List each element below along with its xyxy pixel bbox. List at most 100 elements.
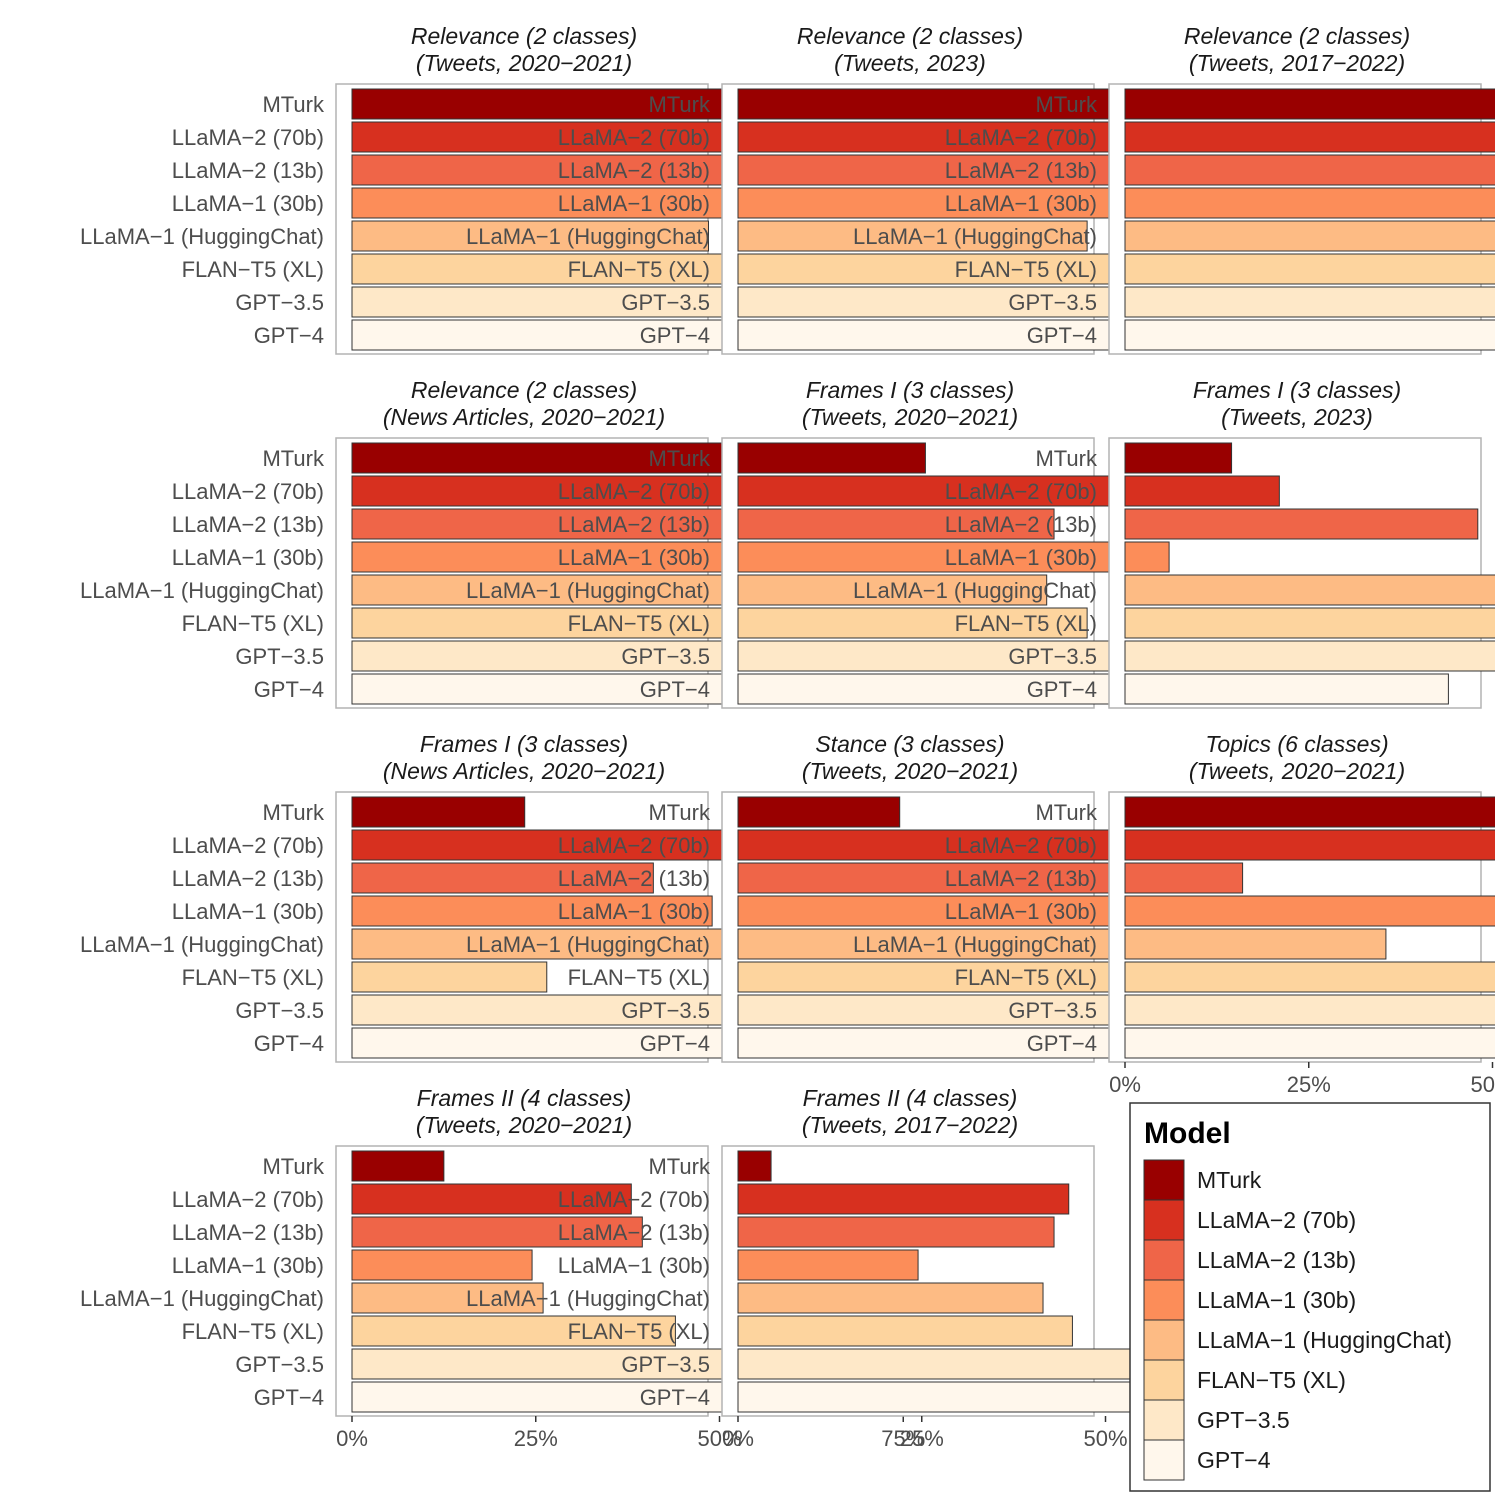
y-tick-label: GPT−3.5 [621, 290, 710, 315]
y-tick-label: LLaMA−1 (30b) [172, 545, 324, 570]
bar-6 [1124, 961, 1495, 993]
y-tick-label: LLaMA−2 (13b) [558, 866, 710, 891]
bar-8 [1124, 673, 1449, 705]
y-tick-label: MTurk [262, 92, 325, 117]
panel-title-line-2: (Tweets, 2017−2022) [1189, 50, 1405, 76]
panel-title-line-2: (News Articles, 2020−2021) [383, 404, 665, 430]
y-tick-label: LLaMA−2 (13b) [172, 866, 324, 891]
panel-title-line-1: Frames II (4 classes) [417, 1085, 632, 1111]
legend-key-5 [1143, 1319, 1185, 1361]
y-tick-label: GPT−3.5 [235, 998, 324, 1023]
y-tick-label: GPT−3.5 [1008, 290, 1097, 315]
bar-3 [351, 154, 779, 186]
panel-title-line-1: Frames I (3 classes) [1193, 377, 1401, 403]
y-tick-label: GPT−3.5 [621, 998, 710, 1023]
panel-title-line-1: Stance (3 classes) [815, 731, 1004, 757]
y-tick-label: LLaMA−2 (13b) [558, 512, 710, 537]
y-tick-label: LLaMA−2 (70b) [172, 479, 324, 504]
bar-6 [737, 607, 1088, 639]
bar-1 [1124, 442, 1233, 474]
x-tick-label: 25% [514, 1426, 558, 1451]
panel-title-line-1: Relevance (2 classes) [797, 23, 1023, 49]
bar-3 [737, 508, 1055, 540]
y-tick-label: LLaMA−1 (30b) [558, 899, 710, 924]
bar-6 [351, 961, 548, 993]
panel-title-line-2: (Tweets, 2020−2021) [416, 1112, 632, 1138]
bar-5 [1124, 574, 1495, 606]
x-tick-label: 25% [1287, 1072, 1331, 1097]
bar-1 [737, 442, 926, 474]
y-tick-label: LLaMA−2 (13b) [945, 512, 1097, 537]
y-tick-label: FLAN−T5 (XL) [182, 611, 324, 636]
panel-3: Relevance (2 classes)(Tweets, 2017−2022)… [853, 23, 1495, 355]
y-tick-label: MTurk [648, 1154, 711, 1179]
bar-1 [737, 796, 901, 828]
y-tick-label: FLAN−T5 (XL) [568, 611, 710, 636]
bar-6 [737, 961, 1158, 993]
y-tick-label: MTurk [648, 800, 711, 825]
panel-11: Frames II (4 classes)(Tweets, 2017−2022)… [466, 1085, 1311, 1451]
bar-4 [1124, 541, 1170, 573]
x-tick-label: 75% [881, 1426, 925, 1451]
x-tick-label: 0% [722, 1426, 754, 1451]
y-tick-label: LLaMA−1 (HuggingChat) [80, 578, 324, 603]
panel-title-line-1: Frames II (4 classes) [803, 1085, 1018, 1111]
bar-5 [351, 1282, 544, 1314]
panel-title-line-2: (News Articles, 2020−2021) [383, 758, 665, 784]
panel-title-line-2: (Tweets, 2020−2021) [802, 404, 1018, 430]
y-tick-label: LLaMA−2 (13b) [945, 158, 1097, 183]
bar-8 [1124, 319, 1495, 351]
panel-title-line-1: Relevance (2 classes) [411, 23, 637, 49]
bar-7 [1124, 286, 1495, 318]
legend-key-4 [1143, 1279, 1185, 1321]
y-tick-label: LLaMA−1 (HuggingChat) [853, 578, 1097, 603]
y-tick-label: GPT−3.5 [235, 290, 324, 315]
x-tick-label: 0% [1109, 1072, 1141, 1097]
y-tick-label: LLaMA−1 (HuggingChat) [853, 932, 1097, 957]
y-tick-label: LLaMA−2 (70b) [558, 125, 710, 150]
bar-7 [1124, 994, 1495, 1026]
y-tick-label: GPT−4 [1027, 323, 1097, 348]
bar-7 [351, 994, 739, 1026]
y-tick-label: LLaMA−1 (30b) [945, 191, 1097, 216]
legend-title: Model [1144, 1117, 1231, 1150]
legend-key-6 [1143, 1359, 1185, 1401]
y-tick-label: GPT−4 [640, 1031, 710, 1056]
bar-5 [351, 220, 709, 252]
y-tick-label: FLAN−T5 (XL) [182, 965, 324, 990]
bar-2 [1124, 475, 1280, 507]
y-tick-label: LLaMA−2 (70b) [945, 479, 1097, 504]
bar-5 [737, 1282, 1044, 1314]
y-tick-label: LLaMA−1 (HuggingChat) [80, 224, 324, 249]
y-tick-label: LLaMA−1 (30b) [558, 545, 710, 570]
bar-5 [737, 220, 1088, 252]
panel-title-line-2: (Tweets, 2020−2021) [416, 50, 632, 76]
y-tick-label: LLaMA−1 (HuggingChat) [853, 224, 1097, 249]
y-tick-label: FLAN−T5 (XL) [955, 611, 1097, 636]
y-tick-label: MTurk [1035, 92, 1098, 117]
y-tick-label: LLaMA−1 (30b) [558, 1253, 710, 1278]
bar-8 [351, 1381, 750, 1413]
y-tick-label: FLAN−T5 (XL) [568, 257, 710, 282]
bar-7 [737, 994, 1180, 1026]
bar-5 [1124, 220, 1495, 252]
panel-title-line-2: (Tweets, 2023) [834, 50, 986, 76]
y-tick-label: GPT−3.5 [621, 1352, 710, 1377]
y-tick-label: LLaMA−1 (HuggingChat) [80, 1286, 324, 1311]
y-tick-label: LLaMA−2 (70b) [172, 1187, 324, 1212]
legend-key-3 [1143, 1239, 1185, 1281]
y-tick-label: LLaMA−2 (13b) [945, 866, 1097, 891]
legend-key-1 [1143, 1159, 1185, 1201]
legend-label-5: LLaMA−1 (HuggingChat) [1197, 1327, 1452, 1353]
bar-2 [737, 1183, 1070, 1215]
y-tick-label: FLAN−T5 (XL) [182, 257, 324, 282]
y-tick-label: GPT−4 [254, 1031, 324, 1056]
y-tick-label: LLaMA−1 (HuggingChat) [466, 224, 710, 249]
panel-10: Frames II (4 classes)(Tweets, 2020−2021)… [80, 1085, 925, 1451]
bar-4 [737, 1249, 919, 1281]
panel-title-line-1: Relevance (2 classes) [1184, 23, 1410, 49]
y-tick-label: LLaMA−2 (70b) [558, 833, 710, 858]
panel-6: Frames I (3 classes)(Tweets, 2023) MTurk L… [853, 377, 1495, 709]
bar-6 [1124, 253, 1495, 285]
legend-label-7: GPT−3.5 [1197, 1407, 1290, 1433]
